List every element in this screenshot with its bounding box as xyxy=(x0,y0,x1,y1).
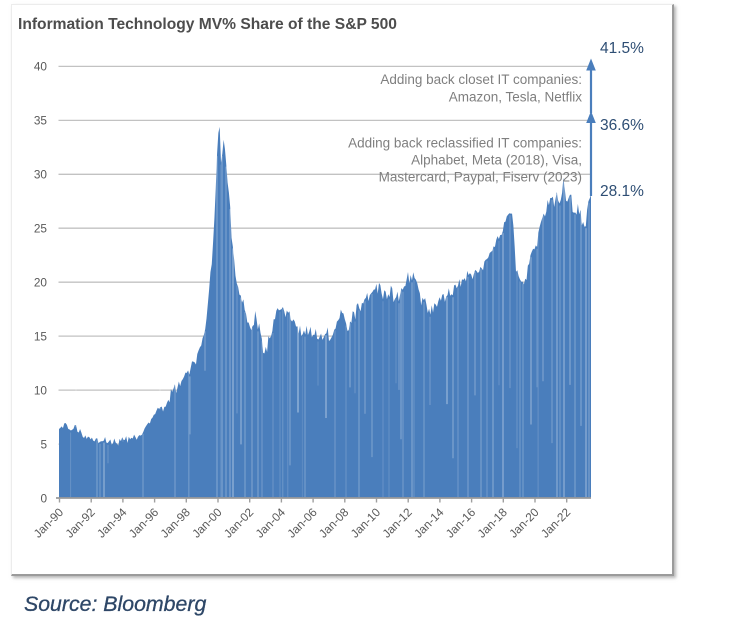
svg-text:Jan-08: Jan-08 xyxy=(316,505,352,541)
svg-text:Jan-20: Jan-20 xyxy=(506,505,542,541)
svg-text:Jan-22: Jan-22 xyxy=(538,505,573,540)
svg-text:Jan-90: Jan-90 xyxy=(31,505,67,541)
svg-text:Jan-92: Jan-92 xyxy=(62,505,97,540)
svg-text:Mastercard, Paypal, Fiserv (20: Mastercard, Paypal, Fiserv (2023) xyxy=(379,170,582,185)
svg-text:Jan-06: Jan-06 xyxy=(284,505,320,541)
svg-text:41.5%: 41.5% xyxy=(600,40,644,57)
svg-text:Jan-00: Jan-00 xyxy=(189,505,225,541)
svg-text:40: 40 xyxy=(34,60,48,74)
svg-text:Jan-12: Jan-12 xyxy=(379,505,414,540)
svg-text:20: 20 xyxy=(34,276,48,290)
svg-text:Jan-10: Jan-10 xyxy=(348,505,384,541)
svg-text:Jan-04: Jan-04 xyxy=(253,505,289,541)
svg-text:Adding back closet IT companie: Adding back closet IT companies: xyxy=(380,72,582,87)
svg-text:Jan-14: Jan-14 xyxy=(411,505,447,541)
svg-text:Jan-18: Jan-18 xyxy=(475,505,511,541)
svg-text:35: 35 xyxy=(34,114,48,128)
svg-text:0: 0 xyxy=(40,491,47,505)
svg-text:5: 5 xyxy=(40,437,47,451)
svg-text:25: 25 xyxy=(34,222,48,236)
svg-text:Jan-16: Jan-16 xyxy=(443,505,479,541)
svg-text:Alphabet, Meta (2018), Visa,: Alphabet, Meta (2018), Visa, xyxy=(411,153,582,168)
svg-text:10: 10 xyxy=(34,383,48,397)
svg-text:15: 15 xyxy=(34,329,48,343)
svg-text:Jan-94: Jan-94 xyxy=(94,505,130,541)
svg-text:Amazon, Tesla, Netflix: Amazon, Tesla, Netflix xyxy=(449,90,583,105)
svg-text:30: 30 xyxy=(34,168,48,182)
svg-text:36.6%: 36.6% xyxy=(600,117,644,134)
svg-text:Jan-02: Jan-02 xyxy=(221,505,256,540)
svg-text:28.1%: 28.1% xyxy=(600,183,644,200)
svg-text:Adding back reclassified IT co: Adding back reclassified IT companies: xyxy=(348,136,582,151)
svg-text:Jan-96: Jan-96 xyxy=(126,505,162,541)
svg-text:Jan-98: Jan-98 xyxy=(158,505,194,541)
